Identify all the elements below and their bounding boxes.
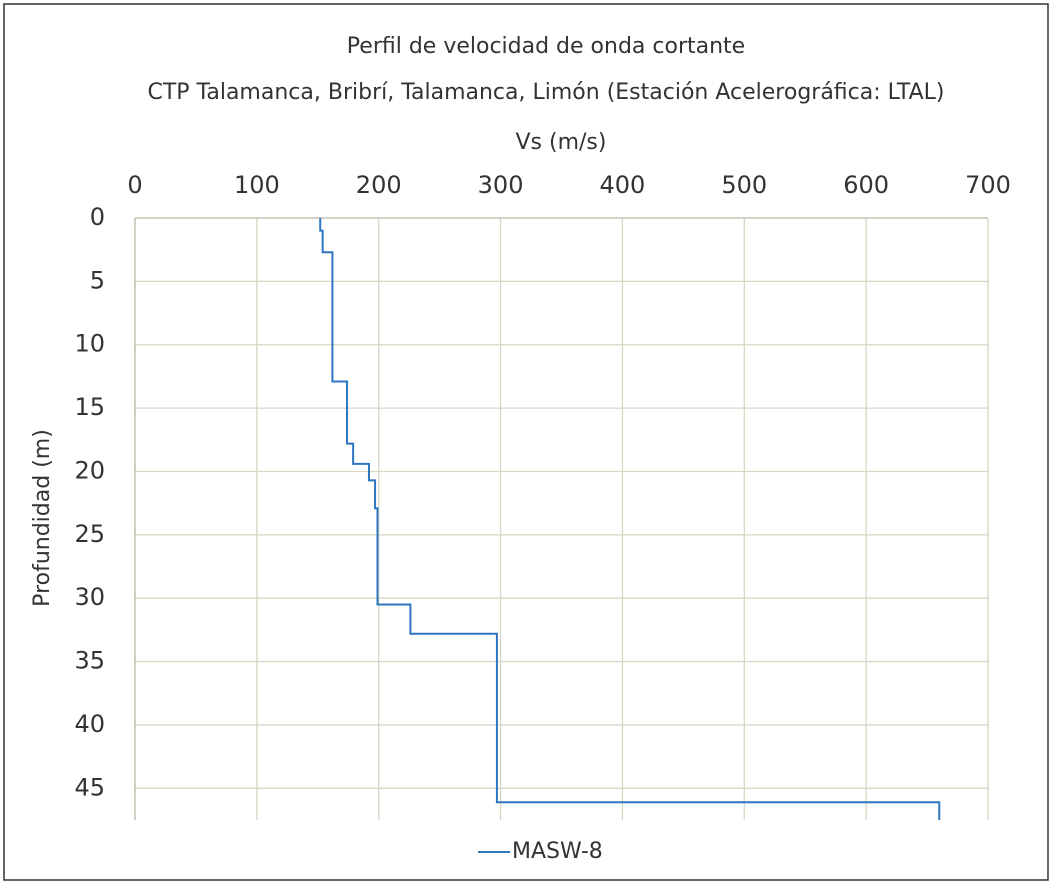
chart-title: Perfil de velocidad de onda cortante bbox=[347, 34, 745, 59]
x-tick-label: 500 bbox=[721, 171, 767, 199]
x-tick-label: 300 bbox=[478, 171, 524, 199]
y-tick-label: 0 bbox=[90, 203, 105, 231]
data-line bbox=[319, 218, 941, 820]
x-tick-label: 700 bbox=[965, 171, 1011, 199]
y-tick-label: 5 bbox=[90, 266, 105, 294]
y-tick-label: 45 bbox=[74, 773, 105, 801]
x-axis-title: Vs (m/s) bbox=[516, 130, 607, 155]
y-tick-label: 40 bbox=[74, 710, 105, 738]
x-tick-label: 0 bbox=[127, 171, 142, 199]
x-tick-label: 400 bbox=[600, 171, 646, 199]
legend-label: MASW-8 bbox=[512, 839, 603, 864]
chart-subtitle: CTP Talamanca, Bribrí, Talamanca, Limón … bbox=[148, 80, 945, 105]
chart-border bbox=[3, 3, 1049, 881]
x-tick-label: 200 bbox=[356, 171, 402, 199]
y-tick-label: 15 bbox=[74, 393, 105, 421]
y-tick-label: 20 bbox=[74, 456, 105, 484]
x-tick-label: 100 bbox=[234, 171, 280, 199]
x-tick-label: 600 bbox=[843, 171, 889, 199]
y-tick-label: 35 bbox=[74, 647, 105, 675]
y-tick-label: 30 bbox=[74, 583, 105, 611]
y-tick-label: 10 bbox=[74, 330, 105, 358]
y-axis-title: Profundidad (m) bbox=[30, 429, 55, 607]
y-tick-label: 25 bbox=[74, 520, 105, 548]
